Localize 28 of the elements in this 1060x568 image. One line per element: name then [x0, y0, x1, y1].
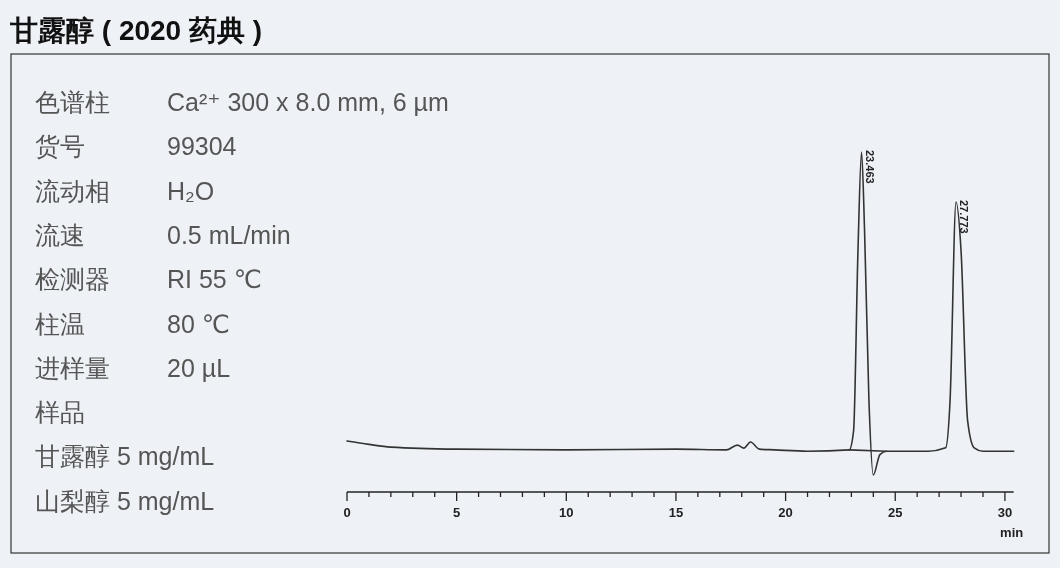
text: 80 ℃	[167, 309, 230, 338]
x-tick-label: 15	[668, 505, 684, 520]
text: 柱温	[35, 309, 85, 338]
text: 色谱柱	[35, 88, 110, 116]
text: 进样量	[35, 353, 110, 382]
text: 0.5 mL/min	[167, 220, 291, 249]
text: 样品	[35, 398, 85, 427]
annotation: 23.463	[863, 150, 876, 184]
x-tick-label: 25	[888, 505, 903, 520]
chart-title: 甘露醇 ( 2020 药典 )	[9, 15, 263, 46]
x-tick-label: 20	[778, 505, 793, 520]
x-tick-label: 0	[343, 505, 351, 520]
text: 99304	[167, 132, 237, 161]
text: H₂O	[167, 176, 215, 205]
text: 流动相	[35, 176, 110, 205]
text: 山梨醇 5 mg/mL	[35, 486, 215, 515]
text: 甘露醇 5 mg/mL	[35, 442, 215, 471]
text: Ca²⁺ 300 x 8.0 mm, 6 µm	[167, 88, 449, 116]
text: 检测器	[35, 265, 110, 294]
text: 货号	[35, 132, 85, 161]
x-axis-title: min	[1000, 525, 1024, 540]
text: 20 µL	[167, 353, 231, 382]
text: 流速	[35, 220, 85, 249]
text: RI 55 ℃	[167, 265, 262, 294]
x-tick-label: 30	[997, 505, 1013, 520]
x-tick-label: 5	[453, 505, 461, 520]
annotation: 27.773	[958, 199, 971, 234]
x-tick-label: 10	[559, 505, 574, 520]
